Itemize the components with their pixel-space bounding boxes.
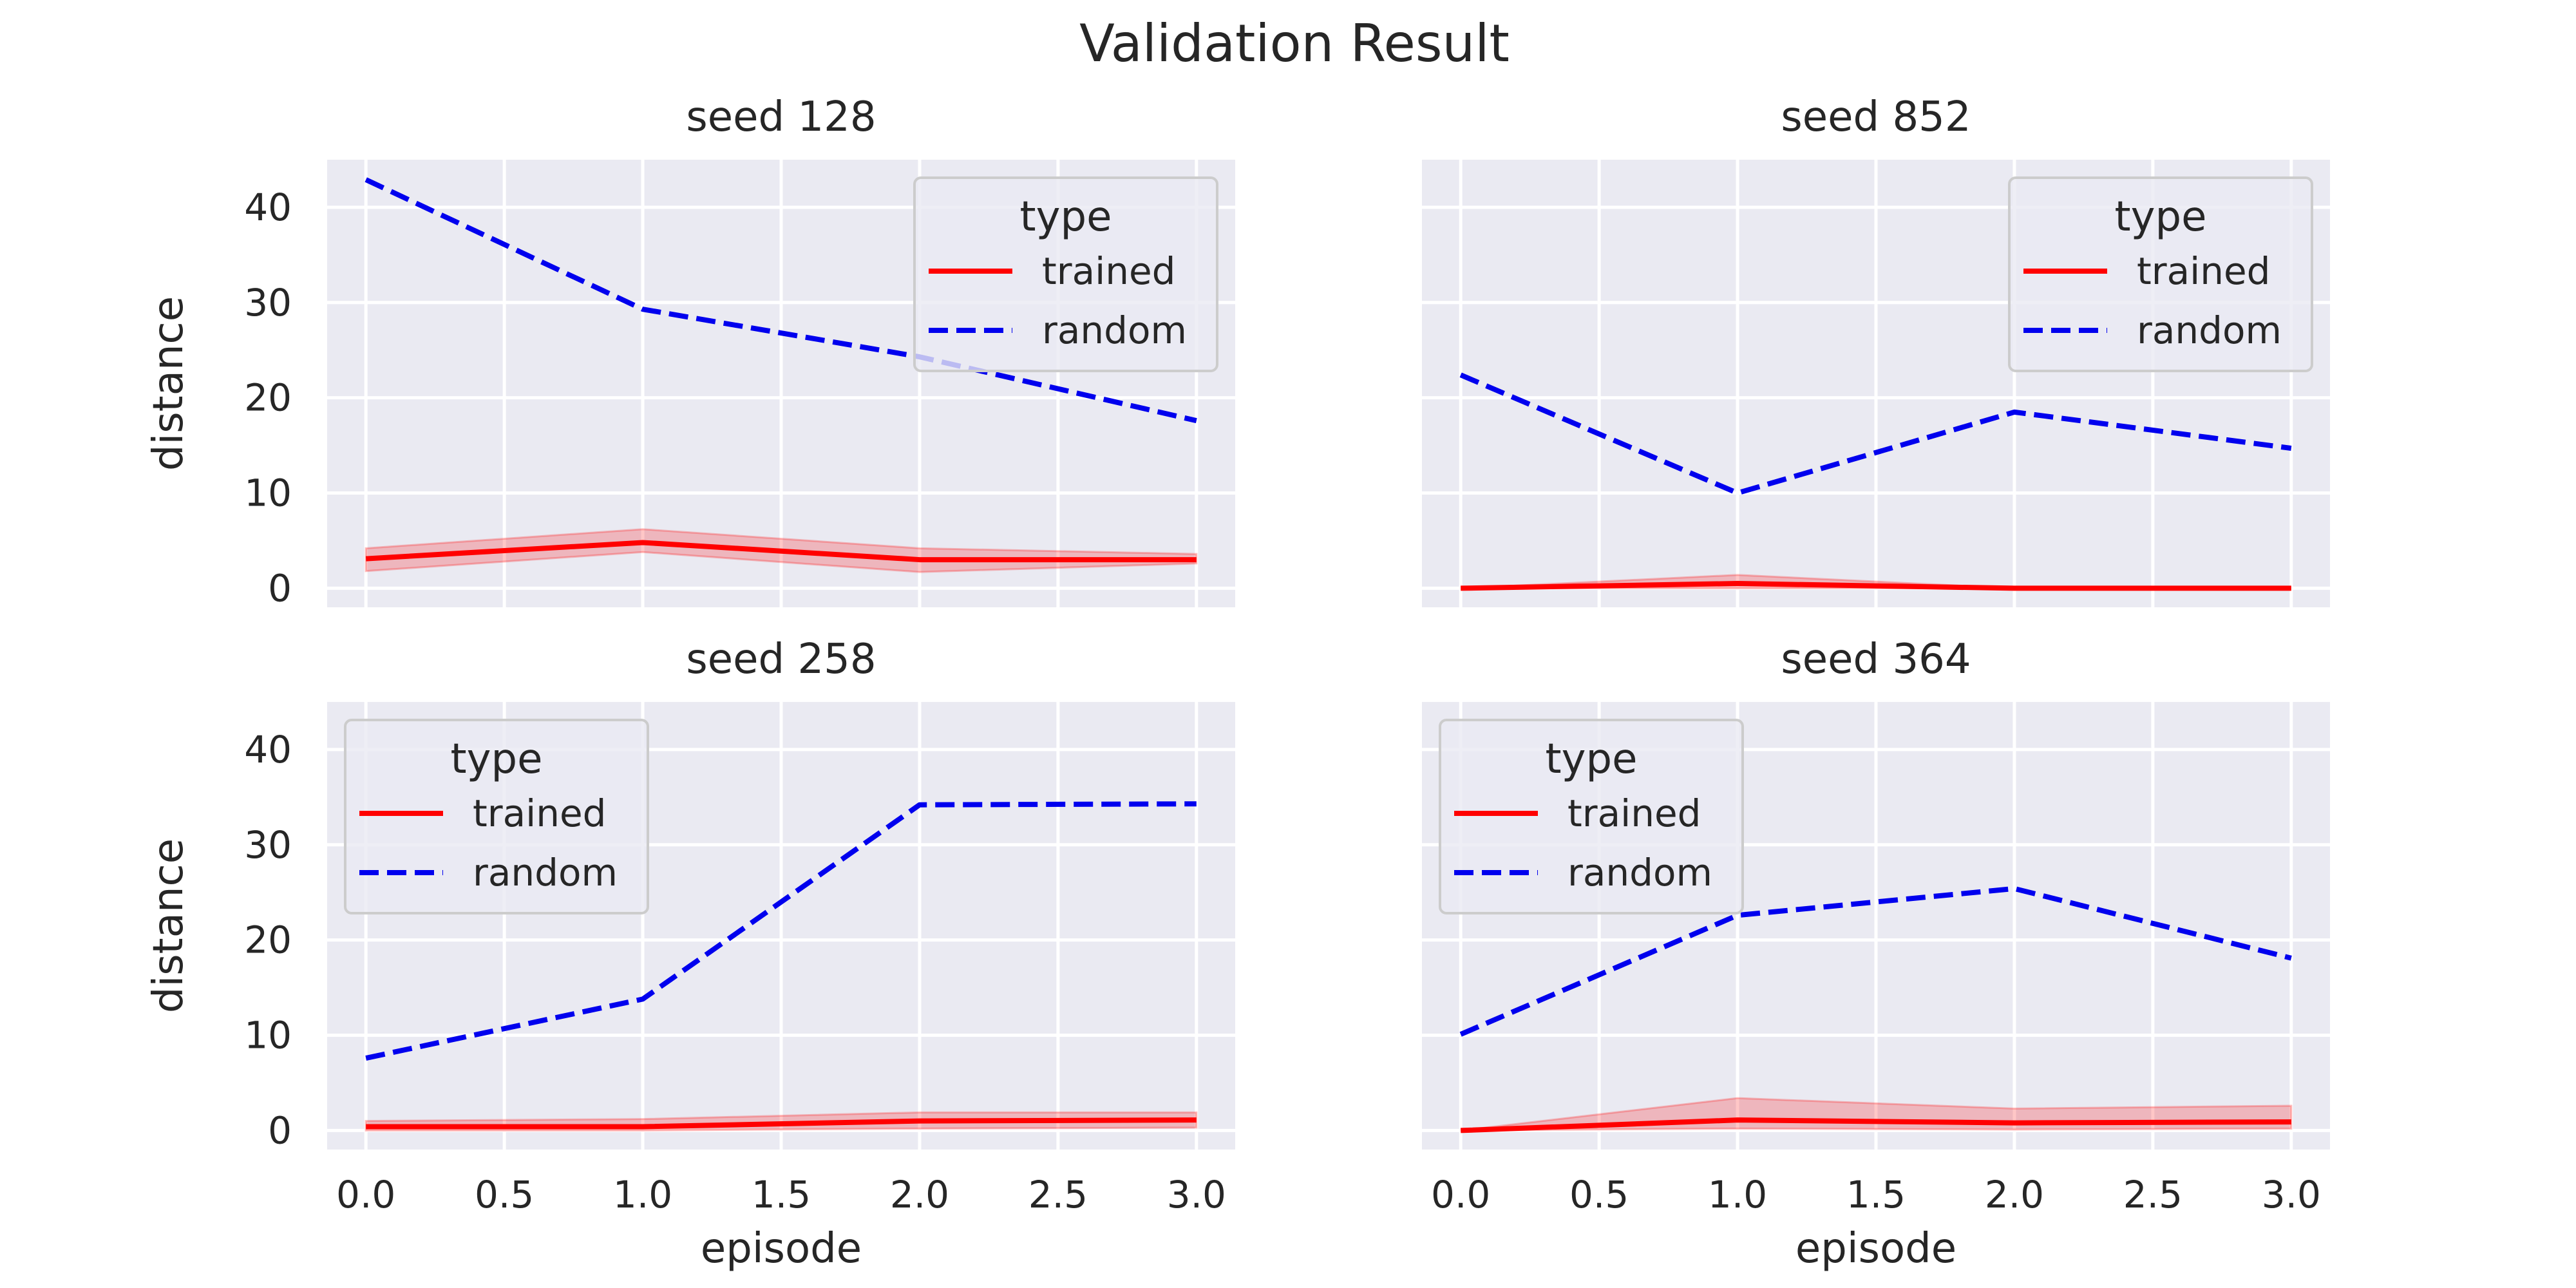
subplot-title: seed 852 [1781, 93, 1971, 141]
series-line-random [365, 801, 1197, 1061]
x-tick-label: 1.0 [613, 1173, 672, 1217]
x-axis-label: episode [1795, 1225, 1956, 1273]
subplot-0: 0 10 20 30 40 seed 128 distance type trained rand… [145, 93, 1235, 610]
subplot-2: 0.0 0.5 1.0 1.5 2.0 2.5 3.0 0 10 20 30 40 seed 258 ep… [145, 636, 1235, 1273]
legend-title: type [1546, 735, 1638, 783]
x-tick-label: 0.5 [1569, 1173, 1629, 1217]
series-line-trained [365, 540, 1197, 563]
x-tick-label: 2.0 [1985, 1173, 2044, 1217]
legend: type trained random [344, 719, 649, 914]
series-line-trained [366, 1117, 1197, 1130]
y-tick-label: 10 [244, 471, 292, 515]
legend-label-random: random [473, 851, 618, 895]
legend: type trained random [913, 176, 1218, 372]
series-line-trained [1461, 1117, 2291, 1133]
subplot-1: seed 852 type trained random [1422, 93, 2330, 607]
y-tick-label: 40 [244, 185, 292, 229]
subplot-title: seed 364 [1781, 636, 1971, 683]
legend: type trained random [2008, 176, 2313, 372]
figure-title: Validation Result [1079, 14, 1510, 73]
y-tick-label: 40 [244, 728, 292, 772]
legend-title: type [1020, 193, 1112, 241]
subplot-grid: 0 10 20 30 40 seed 128 distance type trained rand… [145, 93, 2330, 1273]
legend-label-random: random [2137, 308, 2282, 352]
y-tick-label: 10 [244, 1014, 292, 1057]
x-tick-label: 0.0 [1431, 1173, 1490, 1217]
legend-label-random: random [1042, 308, 1187, 352]
legend-title: type [451, 735, 543, 783]
y-axis-label: distance [145, 296, 193, 471]
legend-label-trained: trained [1567, 791, 1701, 835]
y-tick-label: 30 [244, 281, 292, 325]
y-tick-label: 0 [268, 566, 292, 610]
legend-title: type [2115, 193, 2207, 241]
y-tick-label: 20 [244, 918, 292, 962]
x-tick-label: 3.0 [2262, 1173, 2321, 1217]
x-tick-label: 2.0 [890, 1173, 949, 1217]
x-tick-label: 2.5 [1028, 1173, 1088, 1217]
subplot-title: seed 258 [686, 636, 876, 683]
legend-box [2008, 176, 2313, 372]
x-tick-label: 0.0 [336, 1173, 395, 1217]
y-tick-label: 0 [268, 1108, 292, 1152]
legend-label-trained: trained [2137, 249, 2271, 293]
legend: type trained random [1439, 719, 1744, 914]
subplot-title: seed 128 [686, 93, 876, 141]
subplot-3: 0.0 0.5 1.0 1.5 2.0 2.5 3.0 seed 364 episode type… [1422, 636, 2330, 1273]
legend-label-random: random [1567, 851, 1712, 895]
x-tick-label: 1.5 [1846, 1173, 1906, 1217]
series-line-random [1459, 372, 2292, 496]
y-tick-label: 20 [244, 376, 292, 420]
x-tick-label: 1.5 [752, 1173, 811, 1217]
x-tick-label: 0.5 [475, 1173, 534, 1217]
gridlines [1422, 702, 2330, 1150]
x-axis-label: episode [701, 1225, 862, 1273]
legend-box [344, 719, 649, 914]
y-tick-label: 30 [244, 823, 292, 867]
series-line-random [365, 177, 1197, 424]
y-axis-label: distance [145, 838, 193, 1013]
x-tick-label: 3.0 [1167, 1173, 1226, 1217]
legend-box [1439, 719, 1744, 914]
legend-box [913, 176, 1218, 372]
legend-label-trained: trained [1042, 249, 1176, 293]
series-line-random [1459, 886, 2292, 1037]
legend-label-trained: trained [473, 791, 607, 835]
x-tick-label: 1.0 [1708, 1173, 1767, 1217]
x-tick-label: 2.5 [2123, 1173, 2183, 1217]
series-line-trained [1461, 581, 2291, 591]
